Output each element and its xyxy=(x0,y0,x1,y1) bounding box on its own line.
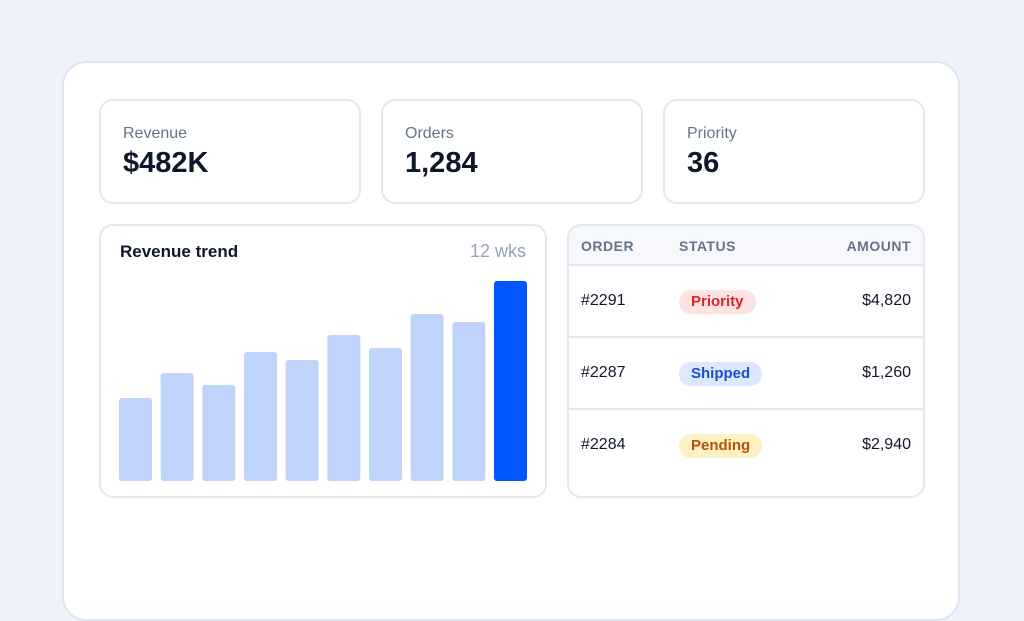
bar xyxy=(202,385,236,481)
kpi-value: 36 xyxy=(687,147,720,179)
kpi-label: Priority xyxy=(687,125,737,142)
chart-subtitle: 12 wks xyxy=(469,241,526,261)
bar xyxy=(285,360,319,481)
column-header: ORDER xyxy=(581,238,635,254)
bar-chart xyxy=(119,281,527,481)
bar xyxy=(452,322,486,481)
kpi-card: Revenue $482K xyxy=(99,99,361,204)
order-id: #2284 xyxy=(581,436,626,453)
table-header: ORDER STATUS AMOUNT xyxy=(569,226,923,266)
bar xyxy=(244,352,277,481)
bar xyxy=(327,335,361,481)
order-id: #2287 xyxy=(581,364,626,381)
table-row: #2287 Shipped $1,260 xyxy=(569,338,923,410)
amount: $4,820 xyxy=(862,292,911,309)
bar xyxy=(369,348,402,481)
kpi-card: Orders 1,284 xyxy=(381,99,643,204)
kpi-value: 1,284 xyxy=(405,147,478,179)
table-row: #2291 Priority $4,820 xyxy=(569,266,923,338)
status-badge: Pending xyxy=(679,434,763,458)
order-id: #2291 xyxy=(581,292,626,309)
orders-table: ORDER STATUS AMOUNT #2291 Priority $4,82… xyxy=(567,224,925,498)
bar xyxy=(119,398,152,481)
bar xyxy=(160,373,194,481)
status-badge: Priority xyxy=(679,290,756,314)
chart-title: Revenue trend xyxy=(120,242,239,261)
kpi-value: $482K xyxy=(123,147,209,179)
amount: $1,260 xyxy=(862,364,911,381)
table-row: #2284 Pending $2,940 xyxy=(569,410,923,482)
page: Revenue $482K Orders 1,284 Priority 36 R… xyxy=(62,61,960,621)
bar xyxy=(494,281,527,481)
kpi-card: Priority 36 xyxy=(663,99,925,204)
column-header: AMOUNT xyxy=(846,238,911,254)
kpi-label: Orders xyxy=(405,125,454,142)
amount: $2,940 xyxy=(862,436,911,453)
kpi-label: Revenue xyxy=(123,125,188,142)
column-header: STATUS xyxy=(679,238,736,254)
bar xyxy=(410,314,444,481)
status-badge: Shipped xyxy=(679,362,763,386)
